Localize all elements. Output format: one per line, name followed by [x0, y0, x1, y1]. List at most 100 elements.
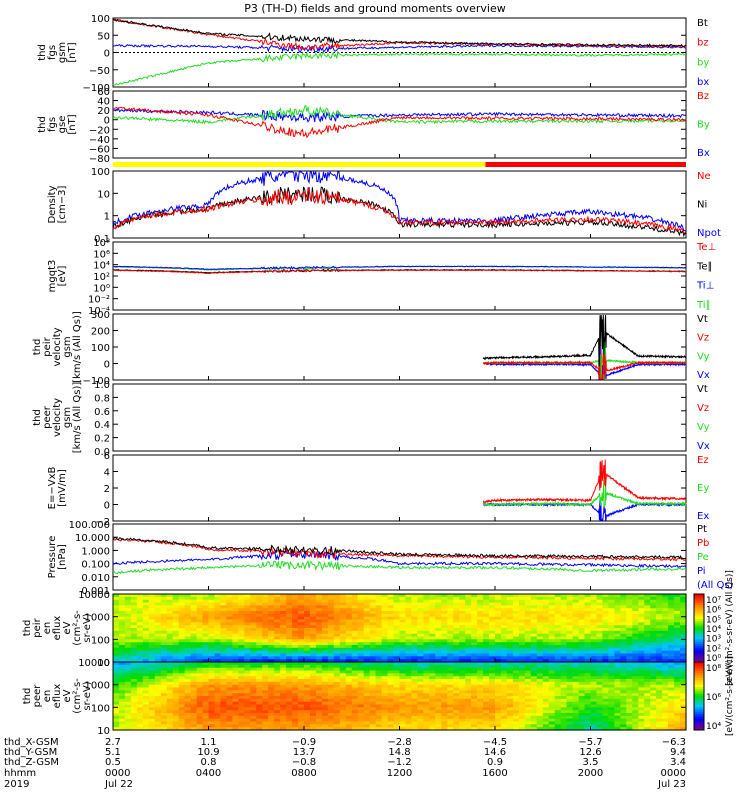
spectrogram-cell: [590, 647, 598, 652]
spectrogram-cell: [268, 721, 275, 725]
spectrogram-cell: [614, 653, 621, 657]
spectrogram-cell: [471, 594, 478, 598]
spectrogram-cell: [393, 628, 401, 632]
spectrogram-cell: [327, 653, 335, 657]
spectrogram-cell: [119, 636, 126, 640]
spectrogram-cell: [202, 639, 210, 643]
spectrogram-cell: [554, 704, 562, 708]
spectrogram-cell: [172, 710, 180, 714]
spectrogram-cell: [668, 619, 675, 623]
spectrogram-cell: [124, 611, 132, 615]
spectrogram-cell: [119, 622, 126, 626]
panel-frame-electron-velocity: [112, 383, 687, 452]
spectrogram-cell: [124, 681, 132, 686]
spectrogram-cell: [357, 656, 365, 660]
spectrogram-cell: [447, 696, 454, 700]
spectrogram-cell: [506, 630, 514, 635]
spectrogram-cell: [292, 650, 299, 655]
spectrogram-cell: [548, 656, 556, 660]
spectrogram-cell: [154, 676, 162, 680]
spectrogram-cell: [423, 659, 430, 663]
spectrogram-cell: [357, 625, 365, 629]
y-tick-label: 10⁻⁴: [88, 306, 110, 317]
spectrogram-cell: [351, 664, 359, 669]
spectrogram-cell: [423, 608, 430, 612]
spectrogram-cell: [220, 679, 227, 683]
spectrogram-cell: [298, 687, 305, 691]
spectrogram-cell: [566, 715, 574, 720]
spectrogram-cell: [214, 596, 222, 601]
spectrogram-cell: [327, 676, 335, 680]
spectrogram-cell: [584, 602, 592, 606]
spectrogram-cell: [256, 630, 263, 635]
spectrogram-cell: [262, 630, 269, 635]
spectrogram-cell: [423, 724, 430, 728]
spectrogram-cell: [530, 696, 538, 700]
spectrogram-cell: [524, 670, 532, 674]
spectrogram-cell: [280, 653, 287, 657]
spectrogram-cell: [244, 628, 251, 632]
spectrogram-cell: [315, 701, 323, 706]
spectrogram-cell: [453, 611, 460, 615]
spectrogram-cell: [369, 622, 377, 626]
spectrogram-cell: [298, 704, 305, 708]
spectrogram-cell: [375, 650, 383, 655]
spectrogram-cell: [172, 656, 180, 660]
spectrogram-cell: [590, 653, 598, 657]
spectrogram-cell: [536, 625, 544, 629]
spectrogram-cell: [268, 696, 275, 700]
colorbar-cell: [694, 618, 704, 622]
spectrogram-cell: [178, 698, 186, 703]
spectrogram-cell: [315, 611, 323, 615]
spectrogram-cell: [327, 639, 335, 643]
spectrogram-cell: [542, 642, 550, 646]
spectrogram-cell: [333, 622, 341, 626]
spectrogram-cell: [304, 664, 311, 669]
spectrogram-cell: [423, 693, 430, 697]
spectrogram-cell: [680, 599, 687, 604]
spectrogram-cell: [530, 679, 538, 683]
spectrogram-cell: [304, 639, 311, 643]
spectrogram-cell: [590, 656, 598, 660]
spectrogram-cell: [357, 628, 365, 632]
spectrogram-cell: [632, 647, 639, 652]
spectrogram-cell: [489, 625, 496, 629]
spectrogram-cell: [566, 710, 574, 714]
spectrogram-cell: [435, 696, 442, 700]
spectrogram-cell: [226, 599, 233, 604]
spectrogram-cell: [674, 650, 681, 655]
spectrogram-cell: [196, 721, 204, 725]
spectrogram-cell: [506, 693, 514, 697]
spectrogram-cell: [518, 613, 526, 618]
spectrogram-cell: [292, 596, 299, 601]
spectrogram-cell: [244, 616, 251, 621]
spectrogram-cell: [172, 681, 180, 686]
spectrogram-cell: [262, 701, 269, 706]
spectrogram-cell: [226, 710, 233, 714]
spectrogram-cell: [644, 690, 651, 694]
spectrogram-cell: [113, 647, 120, 652]
spectrogram-cell: [536, 628, 544, 632]
spectrogram-cell: [160, 636, 168, 640]
spectrogram-cell: [548, 662, 556, 666]
spectrogram-cell: [351, 721, 359, 725]
spectrogram-cell: [345, 713, 353, 717]
spectrogram-cell: [614, 698, 621, 703]
spectrogram-cell: [160, 594, 168, 598]
spectrogram-cell: [560, 622, 568, 626]
spectrogram-cell: [160, 718, 168, 723]
spectrogram-cell: [321, 713, 329, 717]
spectrogram-cell: [483, 693, 490, 697]
spectrogram-cell: [662, 633, 669, 638]
spectrogram-cell: [560, 619, 568, 623]
spectrogram-cell: [113, 605, 120, 609]
spectrogram-cell: [572, 602, 580, 606]
spectrogram-cell: [381, 659, 389, 663]
spectrogram-cell: [375, 681, 383, 686]
spectrogram-cell: [375, 690, 383, 694]
spectrogram-cell: [196, 667, 204, 672]
spectrogram-cell: [501, 718, 508, 723]
spectrogram-cell: [381, 684, 389, 689]
spectrogram-cell: [578, 639, 586, 643]
spectrogram-cell: [208, 718, 216, 723]
